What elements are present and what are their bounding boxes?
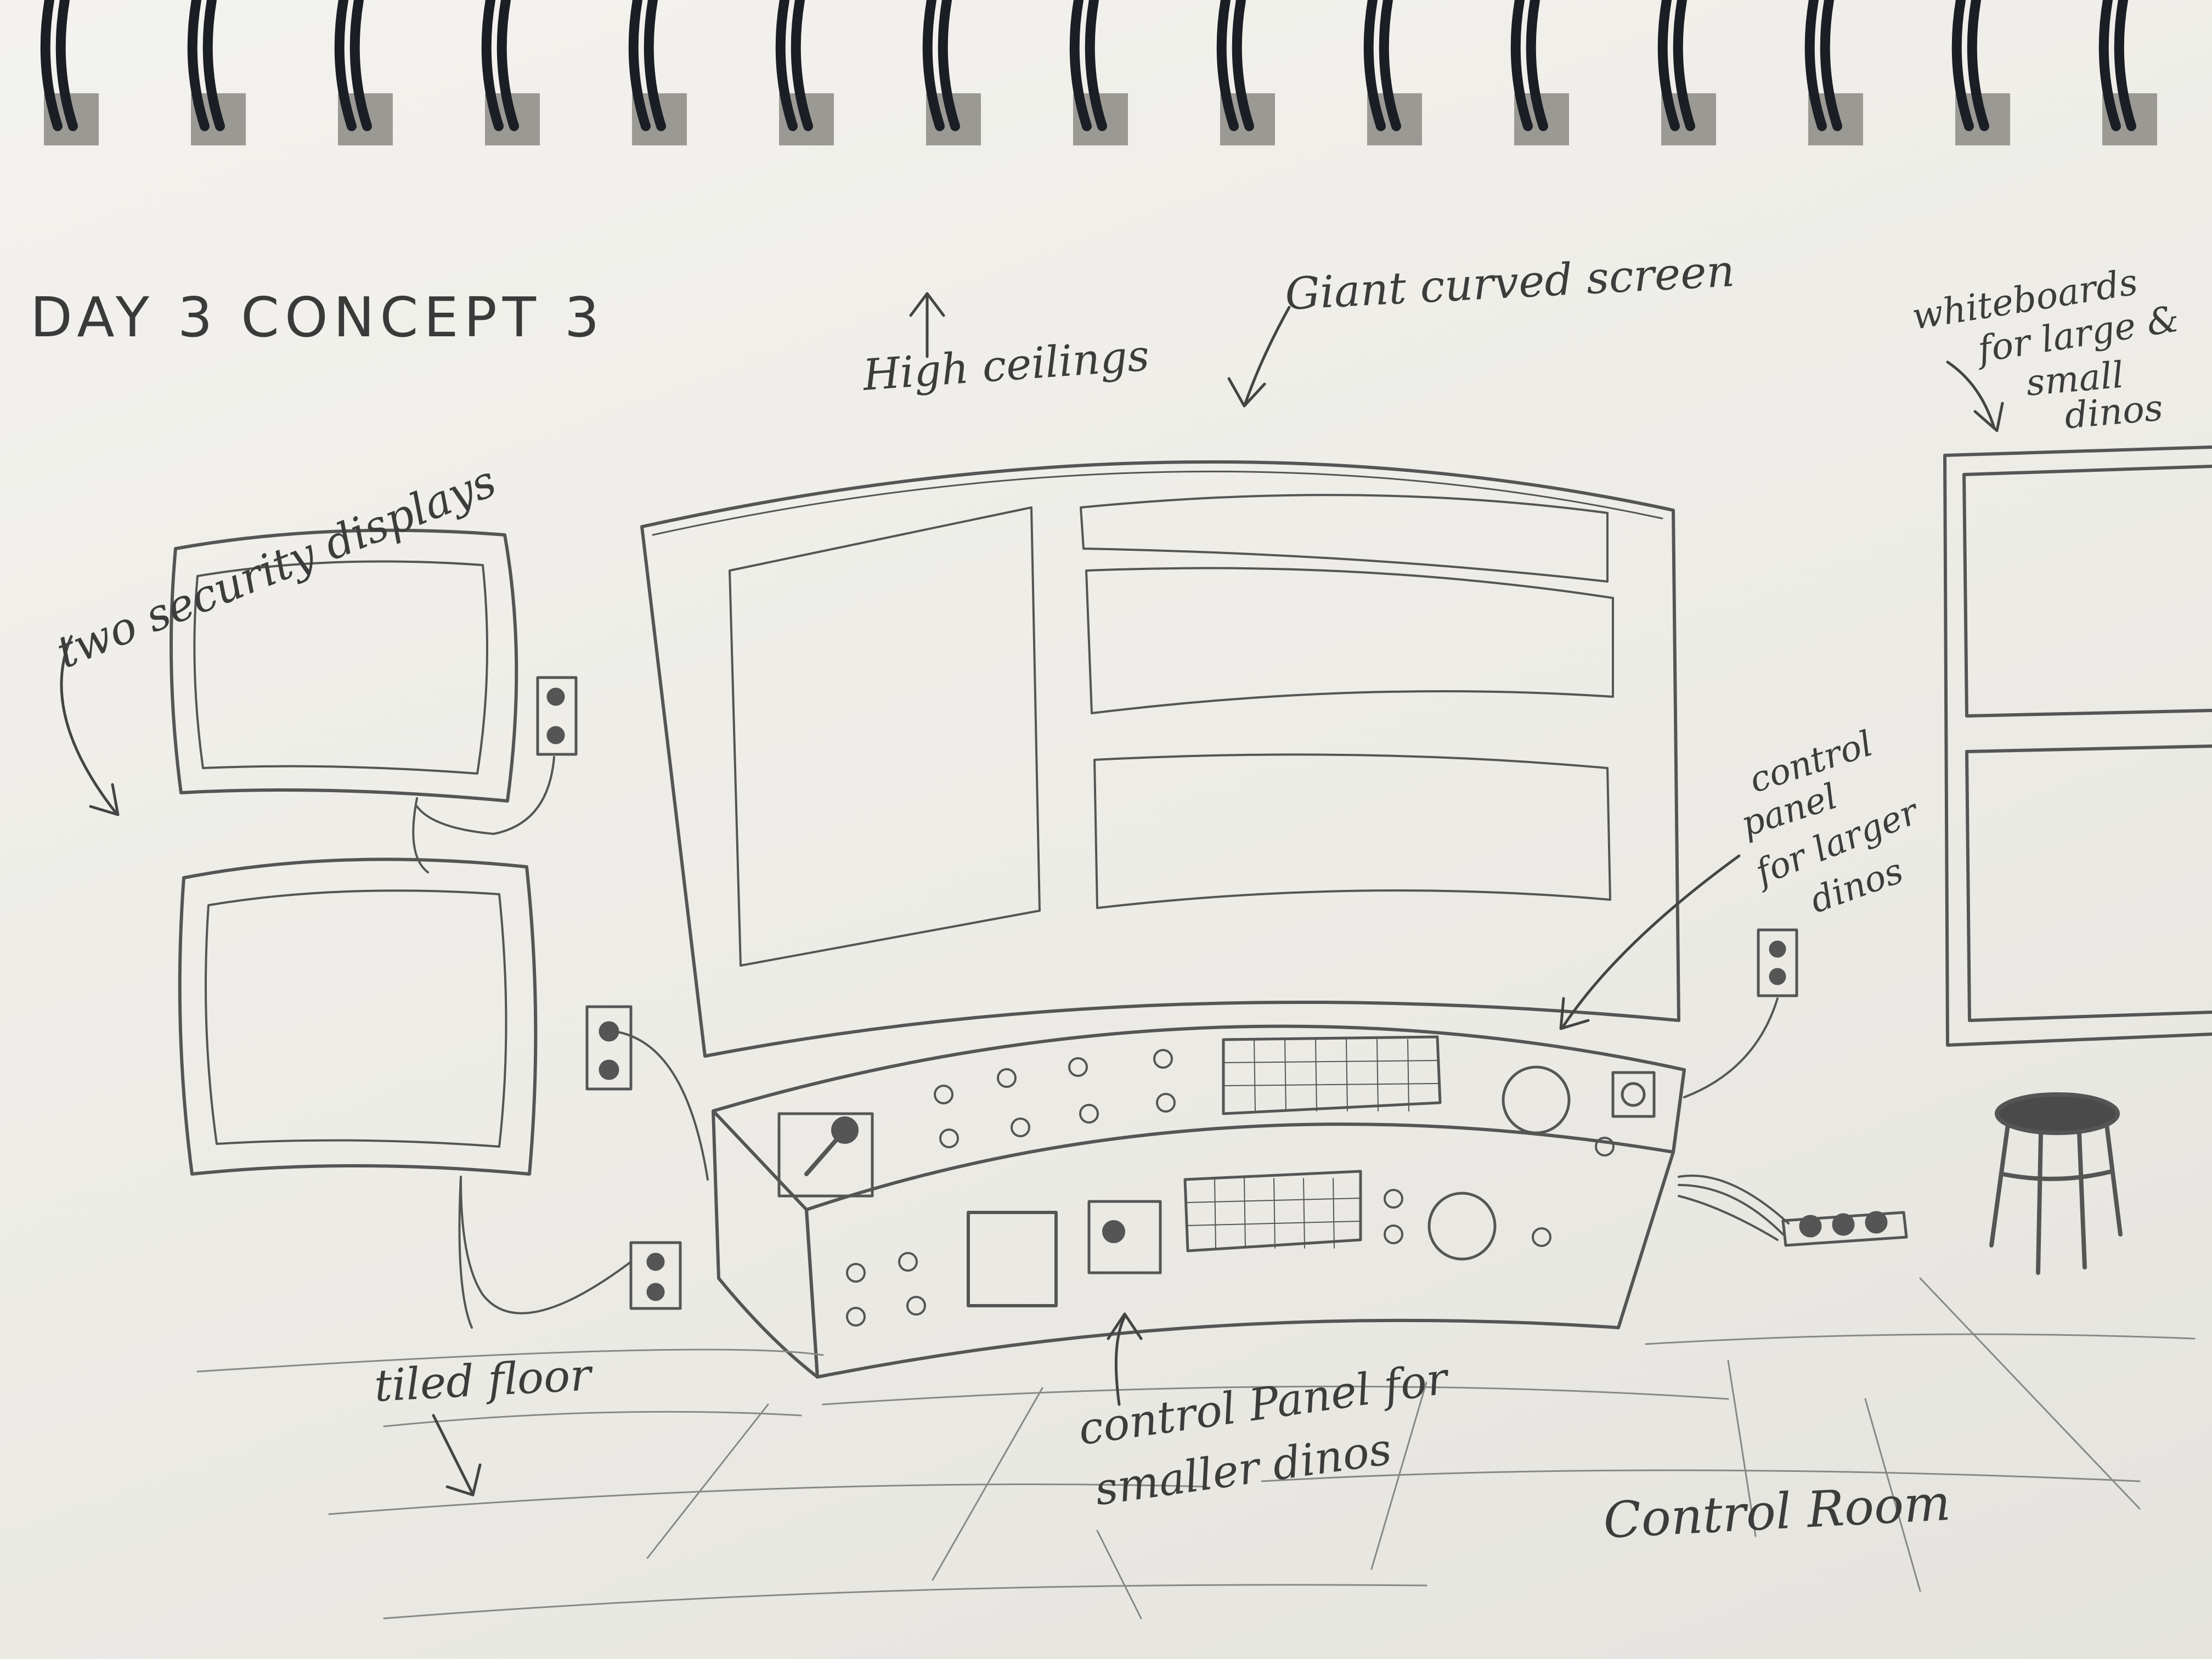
binding-wire <box>1967 0 1989 131</box>
binding-wire <box>1657 0 1680 131</box>
grid-line <box>1333 1178 1335 1249</box>
grid-line <box>1186 1198 1361 1203</box>
floor-junction <box>1678 1175 1908 1247</box>
binding-wire <box>2114 0 2136 131</box>
binding-wire <box>938 0 960 131</box>
console-button <box>1079 1104 1099 1124</box>
grid-line <box>1376 1039 1379 1111</box>
grid-line <box>1346 1039 1348 1111</box>
binding-wire <box>1363 0 1386 131</box>
console-button <box>1068 1057 1088 1077</box>
console-button <box>1384 1224 1403 1244</box>
security-displays <box>170 528 538 1329</box>
grid-line <box>1315 1039 1317 1111</box>
console-button <box>1532 1227 1551 1247</box>
grid-line <box>1244 1178 1246 1249</box>
wall-outlets <box>416 676 1798 1314</box>
grid-line <box>1214 1178 1216 1249</box>
binding-wire <box>1216 0 1239 131</box>
binding-wire <box>202 0 225 131</box>
console-button <box>906 1296 926 1316</box>
binding-wire <box>55 0 78 131</box>
console-button <box>997 1068 1017 1088</box>
tiled-floor-lines <box>196 1277 2196 1620</box>
grid-line <box>1224 1060 1439 1063</box>
binding-wire <box>496 0 519 131</box>
stool <box>1989 1092 2123 1275</box>
binding-wire <box>1526 0 1548 131</box>
whiteboards <box>1943 445 2212 1047</box>
console-button <box>934 1085 953 1104</box>
binding-wire <box>1951 0 1974 131</box>
binding-wire <box>2098 0 2121 131</box>
control-console <box>712 1024 1686 1379</box>
console-button <box>1011 1118 1030 1137</box>
grid-line <box>1284 1039 1286 1111</box>
console-button <box>939 1128 959 1148</box>
grid-line <box>1273 1178 1276 1249</box>
binding-wire <box>644 0 666 131</box>
console-button <box>898 1252 918 1272</box>
binding-wire <box>922 0 945 131</box>
console-button <box>1384 1189 1403 1209</box>
grid-line <box>1407 1039 1409 1111</box>
binding-wire <box>1085 0 1107 131</box>
console-button <box>1153 1049 1173 1069</box>
binding-wire <box>334 0 357 131</box>
grid-line <box>1303 1178 1305 1249</box>
grid-line <box>1254 1039 1256 1111</box>
annotation-arrows <box>60 292 2004 1497</box>
console-button <box>846 1263 866 1283</box>
binding-wire <box>1379 0 1401 131</box>
binding-wire <box>791 0 813 131</box>
binding-wire <box>481 0 504 131</box>
console-button <box>846 1307 866 1327</box>
binding-wire <box>40 0 63 131</box>
annotation-whiteboards-line4: dinos <box>2063 386 2165 437</box>
binding-wire <box>1820 0 1842 131</box>
giant-curved-screen <box>640 460 1680 1058</box>
binding-wire <box>1804 0 1827 131</box>
page-title: DAY 3 CONCEPT 3 <box>30 285 605 349</box>
binding-wire <box>628 0 651 131</box>
display-grids <box>1186 1039 1439 1249</box>
binding-wire <box>775 0 798 131</box>
grid-line <box>1224 1083 1439 1086</box>
console-button <box>1595 1137 1615 1156</box>
binding-wire <box>1673 0 1695 131</box>
binding-wire <box>187 0 210 131</box>
binding-wire <box>1510 0 1533 131</box>
binding-wire <box>1069 0 1092 131</box>
console-buttons <box>846 1049 1615 1327</box>
binding-wire <box>1232 0 1254 131</box>
spiral-binding <box>40 0 2157 145</box>
grid-line <box>1186 1221 1361 1226</box>
console-button <box>1156 1093 1176 1113</box>
binding-wire <box>349 0 372 131</box>
